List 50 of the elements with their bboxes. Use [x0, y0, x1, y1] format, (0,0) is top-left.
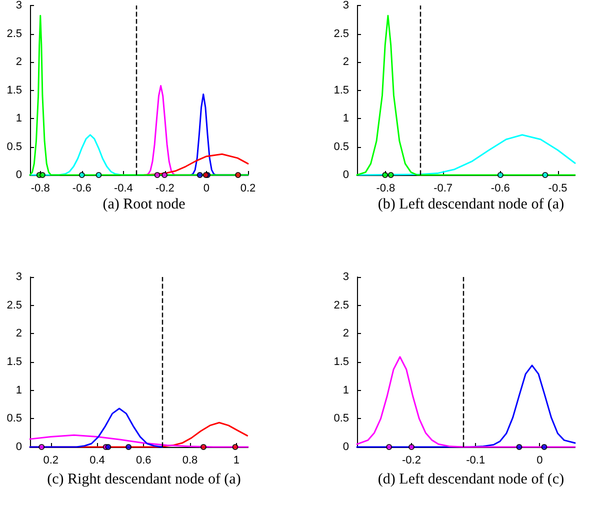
y-tick-label: 3	[16, 271, 22, 283]
y-tick-label: 0	[16, 441, 22, 453]
x-tick-label: 0.4	[90, 454, 105, 466]
y-tick-label: 1	[16, 112, 22, 124]
x-tick-label: -0.2	[155, 182, 174, 194]
y-tick-label: 0.5	[6, 412, 22, 425]
x-tick-label: -0.2	[402, 454, 421, 466]
y-tick-label: 0.5	[334, 412, 349, 425]
y-tick-label: 0.5	[6, 140, 22, 153]
x-tick-label: 1	[233, 454, 240, 466]
text: (c) Right descendant node of (a)	[47, 472, 241, 488]
x-tick-label: -0.8	[376, 182, 396, 194]
x-tick-label: 0.8	[182, 454, 198, 466]
x-tick-label: -0.8	[30, 182, 50, 194]
y-tick-label: 2.5	[334, 299, 349, 312]
y-tick-label: 2	[342, 328, 349, 340]
y-tick-label: 2.5	[6, 28, 22, 40]
y-tick-label: 1	[342, 384, 349, 396]
x-tick-label: -0.1	[466, 454, 486, 466]
x-tick-label: 0.2	[240, 182, 256, 194]
y-tick-label: 3	[16, 0, 22, 12]
y-tick-label: 2	[16, 328, 22, 340]
x-tick-label: 0.2	[43, 454, 59, 466]
x-tick-label: -0.4	[114, 182, 133, 194]
x-tick-label: 0.6	[136, 454, 152, 466]
y-tick-label: 2	[342, 56, 349, 68]
text: (d) Left descendant node of (c)	[378, 472, 564, 488]
y-tick-label: 2.5	[334, 28, 349, 40]
y-tick-label: 3	[342, 0, 349, 12]
y-tick-label: 1.5	[334, 84, 349, 96]
y-tick-label: 1.5	[6, 84, 22, 96]
x-tick-label: -0.6	[72, 182, 92, 194]
y-tick-label: 3	[342, 271, 349, 283]
y-tick-label: 0	[16, 169, 22, 181]
y-tick-label: 1.5	[334, 356, 349, 368]
y-tick-label: 1	[16, 384, 22, 396]
x-tick-label: 0	[536, 454, 543, 466]
text: (a) Root node	[102, 196, 186, 212]
y-tick-label: 0	[342, 169, 349, 181]
x-tick-label: 0	[203, 182, 210, 194]
y-tick-label: 0	[342, 441, 349, 453]
y-tick-label: 1.5	[6, 356, 22, 368]
x-tick-label: -0.6	[490, 182, 510, 194]
y-tick-label: 1	[342, 112, 349, 124]
y-tick-label: 0.5	[334, 140, 349, 153]
y-tick-label: 2.5	[6, 299, 22, 312]
text: (b) Left descendant node of (a)	[378, 196, 564, 212]
x-tick-label: -0.7	[434, 182, 453, 194]
x-tick-label: -0.5	[548, 182, 568, 194]
y-tick-label: 2	[16, 56, 22, 68]
